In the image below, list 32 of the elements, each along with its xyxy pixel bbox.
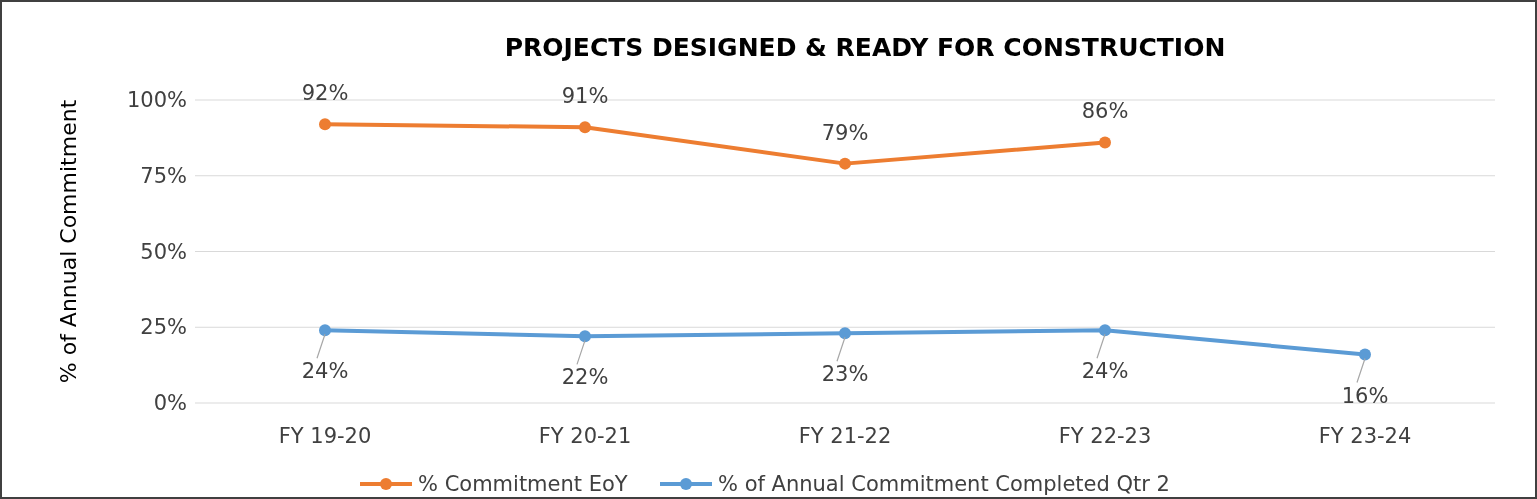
point: [579, 121, 591, 134]
point: [839, 157, 851, 170]
data-label: 23%: [821, 362, 869, 387]
data-label: 24%: [1081, 359, 1129, 384]
x-tick-label: FY 20-21: [538, 424, 632, 448]
y-tick-label: 25%: [140, 315, 187, 340]
data-label: 92%: [301, 81, 349, 106]
y-tick-label: 50%: [140, 239, 187, 264]
data-label: 86%: [1081, 99, 1129, 124]
legend-label: % of Annual Commitment Completed Qtr 2: [718, 472, 1170, 496]
y-tick-label: 0%: [153, 391, 187, 415]
x-tick-label: FY 23-24: [1318, 424, 1412, 448]
point: [579, 330, 591, 343]
y-axis-title: % of Annual Commitment: [56, 99, 81, 384]
point: [319, 118, 331, 131]
chart-title: PROJECTS DESIGNED & READY FOR CONSTRUCTION: [504, 33, 1226, 62]
data-label: 91%: [561, 84, 609, 109]
point: [1099, 324, 1111, 337]
data-label: 79%: [821, 120, 869, 145]
x-tick-label: FY 19-20: [278, 424, 372, 448]
y-tick-label: 75%: [140, 163, 187, 188]
y-tick-label: 100%: [126, 88, 187, 112]
x-tick-label: FY 22-23: [1058, 424, 1152, 448]
point: [1359, 348, 1371, 361]
point: [1099, 136, 1111, 149]
data-label: 22%: [561, 365, 609, 390]
x-tick-label: FY 21-22: [798, 424, 892, 448]
point: [319, 324, 331, 337]
point: [839, 327, 851, 340]
data-label: 24%: [301, 359, 349, 384]
data-label: 16%: [1341, 383, 1389, 408]
legend-label: % Commitment EoY: [418, 472, 628, 496]
